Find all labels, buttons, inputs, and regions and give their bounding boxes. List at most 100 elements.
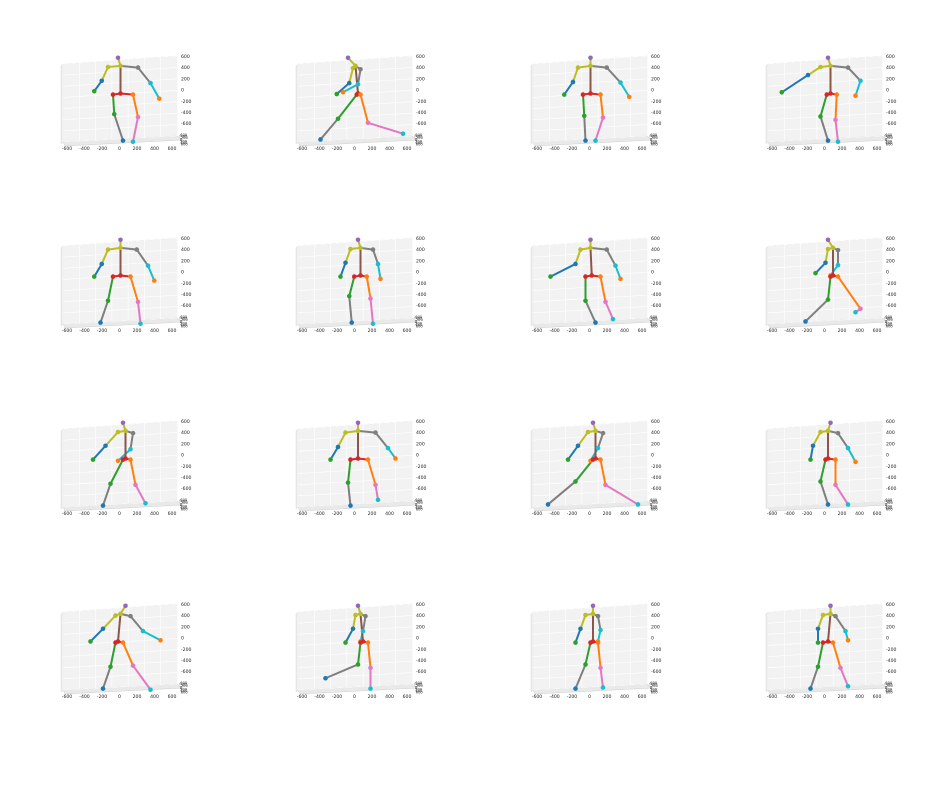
z-tick-label: 400 (886, 613, 895, 619)
joint-lsh (583, 612, 588, 618)
bone-rhp-rkn (359, 93, 369, 124)
y-tick-label: -200 (650, 501, 659, 505)
z-tick-label: 600 (416, 602, 425, 608)
x-tick-label: -200 (332, 146, 343, 152)
bone-rhp-rkn (832, 641, 842, 669)
bone-lel-lhn (329, 445, 339, 461)
z-tick-label: 200 (416, 624, 425, 630)
z-tick-label: 0 (181, 636, 184, 642)
y-tick-label: 600 (416, 143, 424, 147)
x-tick-label: 200 (603, 694, 612, 700)
z-tick-label: -600 (886, 303, 897, 309)
bone-lsh-lel (100, 66, 109, 82)
y-tick-label: -400 (649, 683, 658, 687)
x-tick-label: 200 (838, 328, 847, 334)
grid-line-h (532, 101, 648, 109)
z-tick-label: 200 (651, 258, 660, 264)
skeleton-panel-7: -600 -400 -200 0 200 400 600 600 400 200 0 -200 -400… (525, 232, 675, 352)
z-tick-label: 400 (651, 247, 660, 253)
joint-lsh (578, 247, 583, 252)
z-tick-label: -600 (651, 121, 662, 127)
z-tick-label: 0 (886, 270, 889, 276)
skeleton-panel-10: -600 -400 -200 0 200 400 600 600 400 200 0 -200 -400… (290, 415, 440, 535)
y-tick-label: 0 (650, 686, 653, 690)
y-tick-label: -400 (649, 317, 658, 321)
joint-rel (845, 445, 851, 451)
z-tick-label: 0 (416, 270, 419, 276)
joint-head (828, 603, 833, 609)
joint-head (118, 237, 123, 243)
skeleton-panel-15: -600 -400 -200 0 200 400 600 600 400 200 0 -200 -400… (525, 598, 675, 718)
bone-lkn-lft (113, 113, 124, 142)
grid-line-h (767, 466, 883, 474)
joint-rft (370, 321, 376, 327)
y-tick-label: -400 (884, 500, 893, 504)
joint-lhp (348, 457, 353, 462)
x-tick-label: 600 (403, 694, 412, 700)
joint-rsh (134, 247, 140, 252)
grid-line-h (532, 672, 648, 680)
bone-lsh-lel (100, 248, 109, 265)
z-tick-label: 600 (886, 236, 895, 242)
bone-lkn-lft (819, 480, 829, 506)
grid-line-h (532, 420, 648, 430)
x-tick-label: -400 (314, 146, 325, 152)
z-tick-label: -200 (886, 464, 897, 470)
x-tick-label: 0 (118, 511, 121, 517)
grid-line-h (767, 649, 883, 657)
grid-line-h (62, 443, 178, 452)
grid-line-h (297, 432, 413, 441)
y-tick-label: 600 (181, 325, 189, 329)
bone-rhp-rkn (599, 93, 604, 119)
y-tick-label: 200 (415, 687, 423, 691)
bone-lkn-lft (809, 665, 819, 690)
joint-rkn (833, 482, 838, 488)
skeleton-plot: -600 -400 -200 0 200 400 6006004002000-200-400… (765, 602, 897, 700)
bone-rel-rhn (342, 83, 359, 94)
grid-line-h (297, 500, 413, 508)
y-tick-label: -400 (414, 683, 423, 687)
y-tick-label: -400 (884, 135, 893, 139)
x-tick-label: 0 (353, 694, 356, 700)
grid-line-h (532, 260, 648, 269)
z-tick-label: -600 (181, 121, 192, 127)
grid-line-h (62, 489, 178, 497)
joint-head (590, 420, 596, 426)
bone-lel-lhn (574, 627, 582, 644)
z-tick-label: 400 (651, 430, 660, 436)
bone-lsh-lel (577, 431, 589, 447)
z-tick-label: 0 (886, 453, 889, 459)
bone-lhp-lkn (109, 641, 117, 668)
z-tick-label: -200 (886, 647, 897, 653)
x-tick-label: 400 (385, 328, 394, 334)
joint-lhn (88, 639, 93, 644)
y-tick-label: 600 (651, 691, 659, 695)
bone-rkn-rft (134, 483, 147, 505)
x-tick-label: 200 (368, 511, 377, 517)
x-tick-label: -200 (802, 694, 813, 700)
x-tick-label: -200 (97, 328, 108, 334)
z-tick-label: 0 (886, 88, 889, 94)
z-tick-label: -400 (181, 292, 192, 298)
joint-head (825, 55, 831, 61)
joint-rhn (115, 458, 121, 464)
grid-line-h (62, 124, 178, 132)
grid-line-h (62, 672, 178, 680)
z-tick-label: 600 (886, 602, 895, 608)
grid-line-h (767, 237, 883, 247)
x-tick-label: 200 (368, 328, 377, 334)
joint-rel (145, 263, 151, 268)
y-tick-label: -400 (179, 683, 188, 687)
bone-lhp-lkn (357, 641, 362, 666)
z-tick-label: 0 (181, 88, 184, 94)
y-tick-label: -400 (414, 135, 423, 139)
joint-rhp (598, 92, 603, 97)
z-tick-label: 600 (416, 54, 425, 60)
z-tick-label: -400 (181, 110, 192, 116)
y-tick-label: 400 (886, 141, 894, 145)
skeleton-plot: -600 -400 -200 0 200 400 6006004002000-200-400… (60, 54, 192, 152)
joint-lhn (328, 457, 333, 462)
bone-rsh-rel (597, 615, 602, 631)
skeleton-plot: -600 -400 -200 0 200 400 6006004002000-200-400… (530, 419, 662, 517)
